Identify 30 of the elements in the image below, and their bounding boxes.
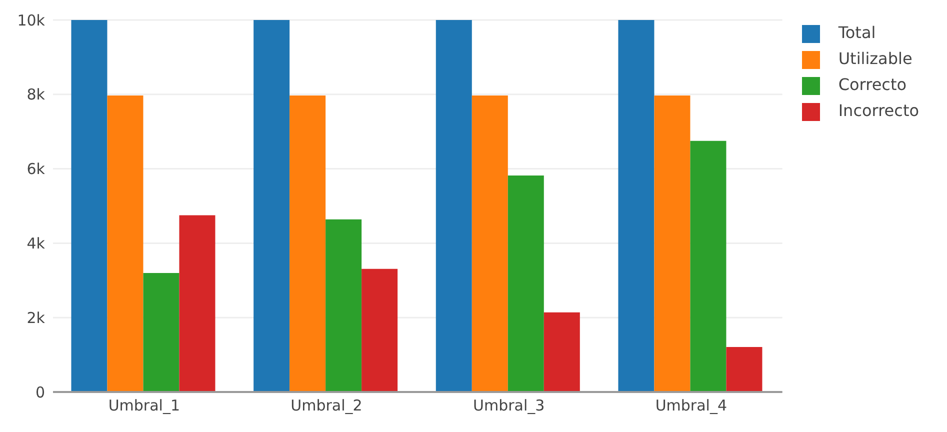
y-tick-label: 10k: [17, 11, 46, 30]
x-tick-label: Umbral_2: [290, 396, 362, 415]
bar: [436, 20, 472, 392]
y-tick-label: 2k: [26, 308, 46, 327]
bar: [726, 346, 762, 392]
bar: [472, 96, 508, 392]
bar: [362, 268, 398, 392]
bar: [544, 312, 580, 392]
y-tick-label: 8k: [26, 86, 46, 104]
bar: [690, 140, 726, 392]
bar: [326, 219, 362, 392]
bar: [107, 96, 144, 392]
y-tick-label: 6k: [26, 160, 46, 178]
bar: [508, 175, 544, 392]
legend-label: Total: [838, 23, 876, 42]
bar: [654, 96, 690, 392]
x-tick-label: Umbral_3: [472, 396, 545, 415]
bar: [143, 272, 180, 392]
legend-label: Utilizable: [838, 49, 912, 68]
y-tick-label: 4k: [26, 234, 46, 253]
bar: [254, 20, 290, 392]
bar: [71, 20, 108, 392]
bar: [290, 96, 326, 392]
x-tick-label: Umbral_4: [655, 396, 728, 415]
legend-label: Correcto: [838, 75, 907, 94]
y-tick-label: 0: [35, 383, 45, 402]
x-tick-label: Umbral_1: [108, 396, 180, 415]
legend-label: Incorrecto: [838, 101, 919, 120]
bar: [179, 215, 216, 392]
bar: [618, 20, 654, 392]
